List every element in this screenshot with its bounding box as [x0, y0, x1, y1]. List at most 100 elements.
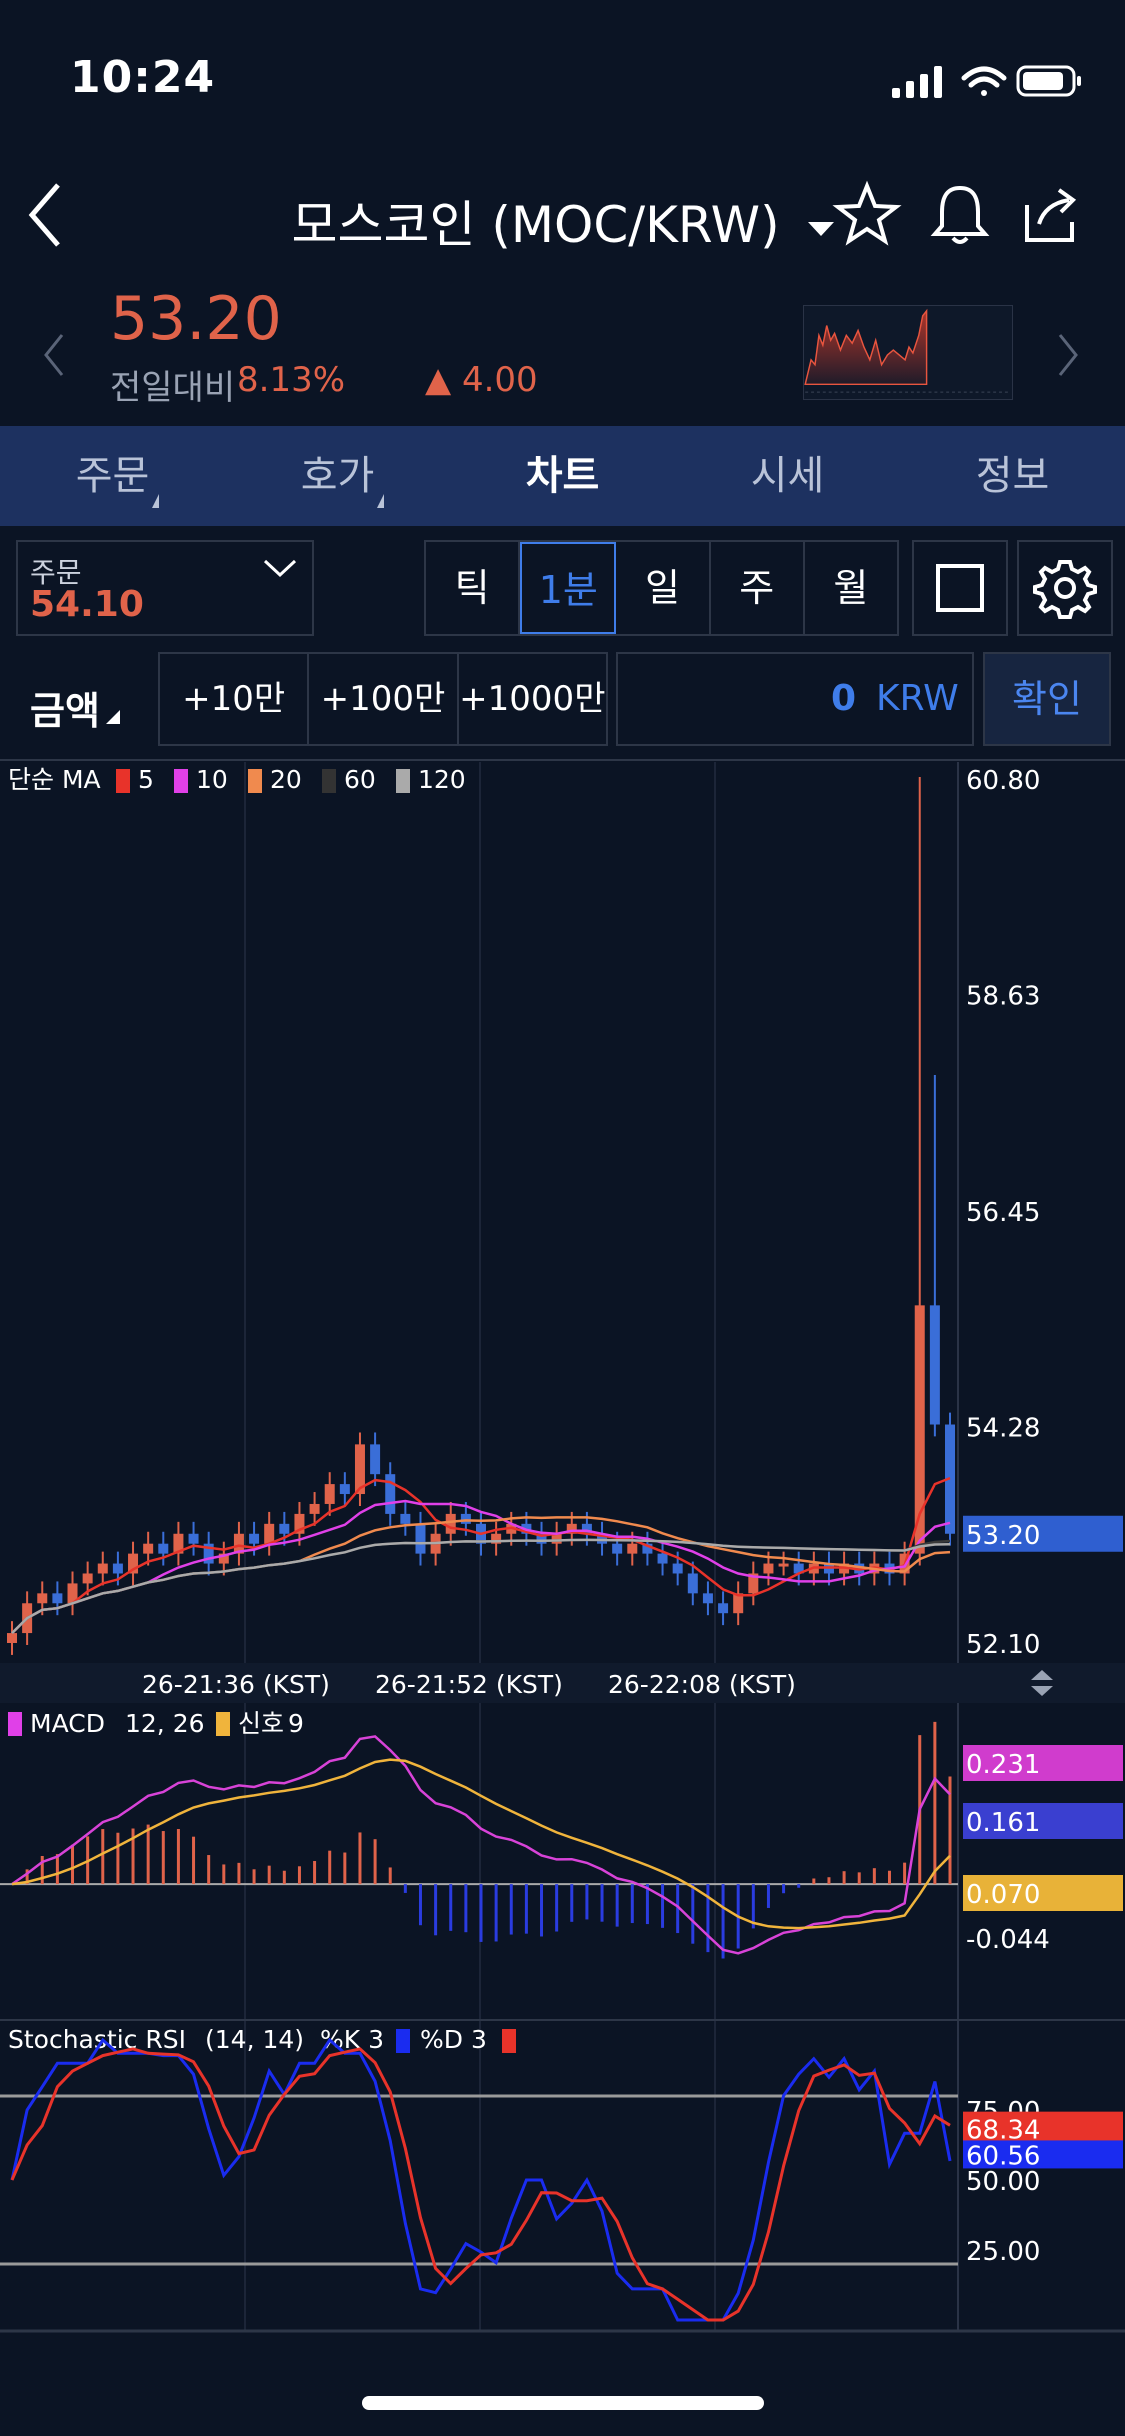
legend-swatch	[322, 769, 336, 793]
chevron-down-icon[interactable]	[262, 556, 298, 580]
star-icon[interactable]	[832, 180, 902, 250]
current-price-marker	[963, 1515, 1123, 1552]
macd-value-label: 0.231	[966, 1750, 1040, 1780]
confirm-button[interactable]: 확인	[983, 652, 1111, 746]
stoch-tick-label: 50.00	[966, 2167, 1040, 2197]
fullscreen-button[interactable]	[912, 540, 1008, 636]
add-1m-button[interactable]: +100만	[309, 654, 459, 744]
price-tick-label: 56.45	[966, 1198, 1040, 1228]
time-tick-label: 26-21:36 (KST)	[142, 1670, 330, 1699]
legend-label: (14, 14)	[205, 2025, 304, 2054]
tab-orderbook[interactable]: 호가	[225, 426, 450, 526]
amount-unit: KRW	[876, 678, 959, 719]
candle	[324, 1472, 335, 1516]
legend-swatch	[396, 769, 410, 793]
current-price: 53.20	[110, 284, 282, 354]
page-title[interactable]: 모스코인 (MOC/KRW)	[0, 185, 1125, 257]
tab-chart[interactable]: 차트	[525, 453, 600, 499]
battery-icon	[1016, 65, 1081, 97]
order-price-value: 54.10	[30, 584, 144, 625]
corner-triangle-icon	[152, 494, 159, 508]
legend-prefix: 단순 MA	[8, 765, 101, 794]
tab-info[interactable]: 정보	[975, 453, 1050, 499]
legend-label: 12, 26	[125, 1709, 205, 1738]
candle	[687, 1561, 698, 1606]
candle	[173, 1521, 184, 1566]
period-selector: 틱 1분 일 주 월	[424, 540, 899, 636]
period-day[interactable]: 일	[616, 542, 711, 634]
status-time: 10:24	[70, 52, 216, 103]
candle	[82, 1561, 93, 1596]
legend-label: 10	[196, 765, 228, 794]
tab-order[interactable]: 주문	[0, 426, 225, 526]
candle	[233, 1521, 244, 1566]
change-label: 전일대비	[110, 368, 236, 408]
candle	[143, 1531, 154, 1566]
legend-label: 5	[138, 765, 154, 794]
candle	[702, 1581, 713, 1616]
candle	[400, 1501, 411, 1536]
price-tick-label: 58.63	[966, 982, 1040, 1012]
candle	[914, 777, 925, 1566]
stoch-rsi-panel: Stochastic RSI(14, 14)%K 3%D 375.0050.00…	[0, 2025, 1123, 2322]
tab-market-price[interactable]: 시세	[750, 453, 825, 499]
candle	[551, 1521, 562, 1556]
amount-input-value[interactable]: 0	[830, 678, 856, 719]
stoch-d-marker	[963, 2140, 1123, 2169]
prev-coin-icon[interactable]	[40, 330, 70, 380]
chart-area[interactable]: 단순 MA 5 10 20 60 120 60.80 58.63 56.45 54.28 52.1…	[0, 758, 1125, 2336]
macd-line	[11, 1735, 951, 1955]
candle	[929, 1074, 940, 1437]
ma-line-120	[11, 1538, 951, 1634]
macd-value-marker	[963, 1803, 1123, 1839]
price-tick-label: 54.28	[966, 1414, 1040, 1444]
amount-label[interactable]: 금액	[30, 680, 120, 735]
candle	[597, 1521, 608, 1556]
add-10m-button[interactable]: +1000만	[459, 679, 606, 719]
legend-label: MACD	[30, 1709, 105, 1738]
amount-preset-group: +10만 +100만 +1000만	[158, 652, 608, 746]
legend-label: 20	[270, 765, 302, 794]
legend-swatch	[396, 2029, 410, 2053]
candle	[158, 1531, 169, 1566]
stoch-k-marker	[963, 2111, 1123, 2146]
candle	[415, 1511, 426, 1566]
moving-averages	[11, 1476, 951, 1634]
amount-input[interactable]	[616, 652, 974, 746]
candle	[642, 1531, 653, 1566]
sort-icon	[1031, 1670, 1053, 1696]
stoch-d-line	[10, 2047, 951, 2322]
tab-bar: 주문 호가 차트 시세 정보	[0, 426, 1125, 526]
period-tick[interactable]: 틱	[426, 542, 521, 634]
period-month[interactable]: 월	[833, 566, 869, 610]
current-price-marker-label: 53.20	[966, 1521, 1040, 1551]
add-100k-button[interactable]: +10만	[160, 654, 310, 744]
price-tick-label: 60.80	[966, 766, 1040, 796]
settings-button[interactable]	[1017, 540, 1113, 636]
legend-swatch	[248, 769, 262, 793]
candle	[218, 1541, 229, 1576]
time-axis-bg	[0, 1663, 1125, 1703]
legend-label: 60	[344, 765, 376, 794]
time-tick-label: 26-21:52 (KST)	[375, 1670, 563, 1699]
legend-swatch	[174, 769, 188, 793]
back-icon[interactable]	[20, 175, 80, 255]
candle	[264, 1511, 275, 1556]
caret-down-icon[interactable]	[807, 221, 834, 236]
share-icon[interactable]	[1017, 180, 1087, 250]
change-value: ▲ 4.00	[425, 360, 538, 400]
candle	[778, 1551, 789, 1576]
period-week[interactable]: 주	[711, 542, 805, 634]
price-tick-label: 52.10	[966, 1630, 1040, 1660]
bell-icon[interactable]	[925, 180, 995, 250]
next-coin-icon[interactable]	[1052, 330, 1082, 380]
macd-value-label: 0.070	[966, 1880, 1040, 1910]
macd-value-marker	[963, 1875, 1123, 1911]
home-indicator[interactable]	[362, 2396, 764, 2410]
candle	[67, 1571, 78, 1616]
period-1min[interactable]: 1분	[520, 542, 617, 634]
order-type-select[interactable]	[16, 540, 314, 636]
sparkline-chart	[803, 305, 1013, 400]
order-type-label: 주문	[30, 556, 82, 589]
stoch-tick-label: 25.00	[966, 2237, 1040, 2267]
